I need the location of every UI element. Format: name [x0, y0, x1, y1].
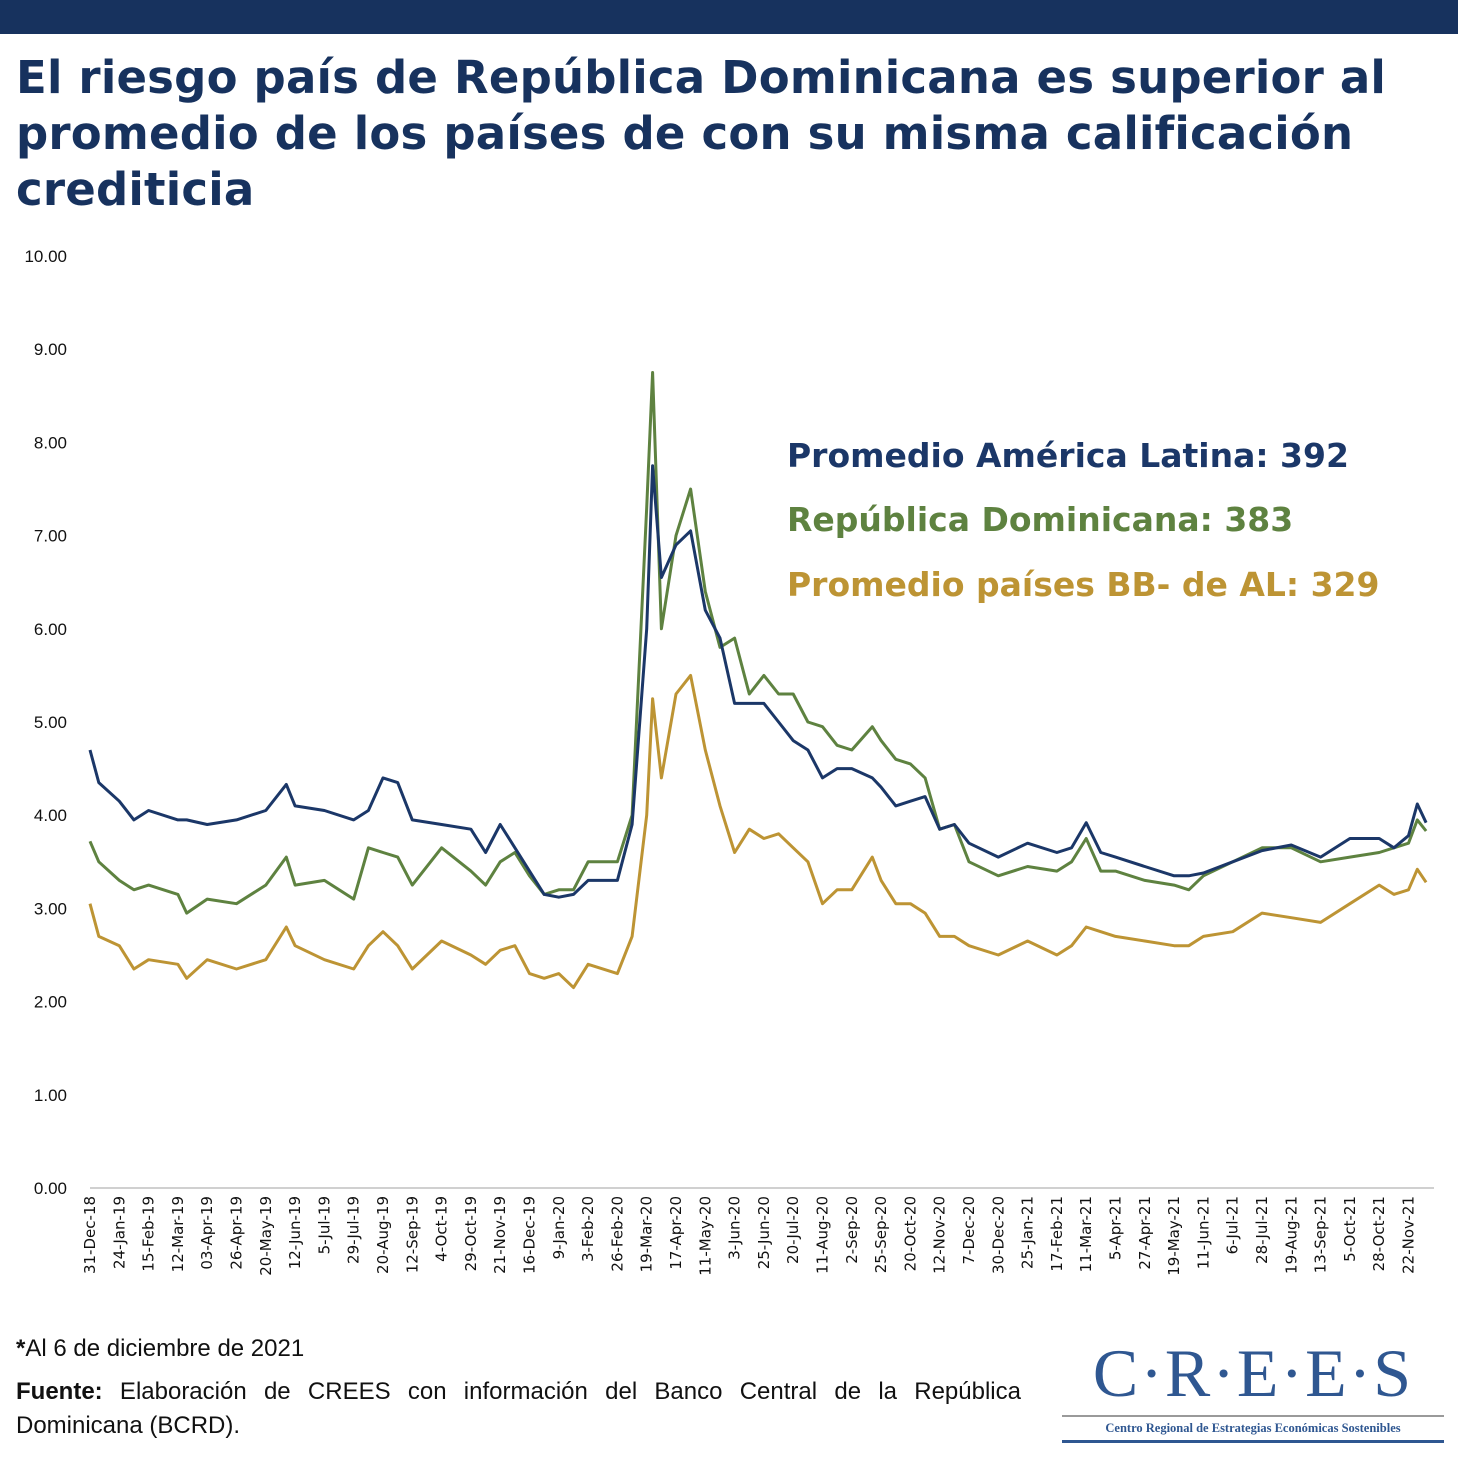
legend-latam: Promedio América Latina: 392: [787, 436, 1349, 475]
x-tick-label: 28-Jul-21: [1253, 1196, 1271, 1264]
x-tick-label: 11-Aug-20: [814, 1196, 832, 1274]
series-line-promedio-am-rica-latina: [88, 464, 1428, 899]
x-tick-label: 24-Jan-19: [110, 1196, 128, 1269]
x-tick-label: 12-Sep-19: [403, 1196, 421, 1273]
x-tick-label: 26-Apr-19: [228, 1196, 246, 1270]
chart-title: El riesgo país de República Dominicana e…: [16, 51, 1387, 216]
x-tick-label: 29-Oct-19: [462, 1196, 480, 1271]
x-tick-label: 12-Nov-20: [931, 1196, 949, 1274]
x-tick-label: 7-Dec-20: [960, 1196, 978, 1264]
x-tick-label: 28-Oct-21: [1370, 1196, 1388, 1271]
series-line-promedio-pa-ses-bb-de-al: [88, 673, 1428, 990]
x-tick-label: 11-Jun-21: [1194, 1196, 1212, 1269]
logo-wordmark: C·R·E·E·S: [1092, 1335, 1414, 1411]
y-tick-label: 10.00: [24, 247, 67, 266]
x-tick-label: 20-Oct-20: [901, 1196, 919, 1271]
series-line-rep-blica-dominicana: [88, 371, 1428, 915]
footnote: *Al 6 de diciembre de 2021: [16, 1335, 304, 1363]
source-label: Fuente:: [16, 1378, 103, 1405]
y-tick-label: 5.00: [34, 713, 67, 732]
y-tick-label: 6.00: [34, 620, 67, 639]
legend-rd: República Dominicana: 383: [787, 500, 1294, 539]
x-tick-label: 5-Apr-21: [1107, 1196, 1125, 1260]
x-tick-label: 2-Sep-20: [843, 1196, 861, 1264]
x-tick-label: 25-Jun-20: [755, 1196, 773, 1269]
x-tick-label: 6-Jul-21: [1224, 1196, 1242, 1254]
x-tick-label: 25-Jan-21: [1019, 1196, 1037, 1269]
x-tick-label: 29-Jul-19: [345, 1196, 363, 1264]
x-tick-label: 27-Apr-21: [1136, 1196, 1154, 1270]
x-tick-label: 4-Oct-19: [433, 1196, 451, 1262]
x-tick-label: 20-Aug-19: [374, 1196, 392, 1274]
x-tick-label: 16-Dec-19: [521, 1196, 539, 1274]
x-tick-label: 03-Apr-19: [198, 1196, 216, 1270]
x-tick-label: 19-Aug-21: [1282, 1196, 1300, 1274]
y-tick-label: 7.00: [34, 527, 67, 546]
x-tick-label: 9-Jan-20: [550, 1196, 568, 1259]
y-tick-label: 8.00: [34, 433, 67, 452]
crees-logo: C·R·E·E·S Centro Regional de Estrategias…: [1062, 1335, 1444, 1445]
logo-underline: [1062, 1440, 1444, 1443]
logo-subtitle: Centro Regional de Estrategias Económica…: [1105, 1421, 1401, 1435]
y-tick-label: 4.00: [34, 806, 67, 825]
y-tick-label: 1.00: [34, 1086, 67, 1105]
x-tick-label: 31-Dec-18: [81, 1196, 99, 1274]
footnote-text: Al 6 de diciembre de 2021: [25, 1335, 305, 1362]
x-tick-label: 11-Mar-21: [1077, 1196, 1095, 1272]
header-bar: [0, 0, 1458, 34]
x-tick-label: 17-Apr-20: [667, 1196, 685, 1270]
source-note: Fuente: Elaboración de CREES con informa…: [16, 1375, 1021, 1443]
legend-bb: Promedio países BB- de AL: 329: [787, 565, 1380, 604]
x-tick-label: 5-Oct-21: [1341, 1196, 1359, 1262]
x-tick-label: 25-Sep-20: [872, 1196, 890, 1273]
y-tick-label: 3.00: [34, 899, 67, 918]
x-tick-label: 20-Jul-20: [784, 1196, 802, 1264]
x-tick-label: 30-Dec-20: [989, 1196, 1007, 1274]
x-tick-label: 17-Feb-21: [1048, 1196, 1066, 1272]
x-tick-label: 22-Nov-21: [1400, 1196, 1418, 1274]
y-axis-ticks: 0.00 1.00 2.00 3.00 4.00 5.00 6.00 7.00 8.00 9.00…: [24, 247, 67, 1198]
x-tick-label: 11-May-20: [696, 1196, 714, 1276]
x-tick-label: 5-Jul-19: [315, 1196, 333, 1254]
x-tick-label: 3-Feb-20: [579, 1196, 597, 1262]
x-tick-label: 20-May-19: [257, 1196, 275, 1276]
x-tick-label: 13-Sep-21: [1312, 1196, 1330, 1273]
series-lines: [88, 371, 1428, 990]
x-tick-label: 12-Mar-19: [169, 1196, 187, 1272]
x-tick-label: 12-Jun-19: [286, 1196, 304, 1269]
logo-divider: [1062, 1415, 1444, 1417]
x-tick-label: 21-Nov-19: [491, 1196, 509, 1274]
footnote-star: *: [16, 1335, 26, 1362]
y-tick-label: 2.00: [34, 993, 67, 1012]
source-text: Elaboración de CREES con información del…: [16, 1378, 1021, 1439]
y-tick-label: 0.00: [34, 1179, 67, 1198]
x-axis-ticks: 31-Dec-18 24-Jan-19 15-Feb-19 12-Mar-19 03-A…: [81, 1196, 1418, 1276]
x-tick-label: 26-Feb-20: [608, 1196, 626, 1272]
x-tick-label: 19-Mar-20: [638, 1196, 656, 1272]
x-tick-label: 3-Jun-20: [726, 1196, 744, 1260]
x-tick-label: 15-Feb-19: [140, 1196, 158, 1272]
x-tick-label: 19-May-21: [1165, 1196, 1183, 1276]
y-tick-label: 9.00: [34, 340, 67, 359]
